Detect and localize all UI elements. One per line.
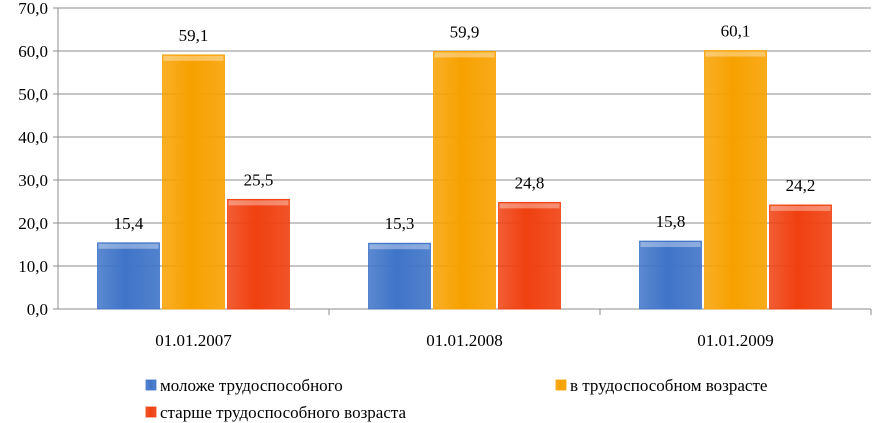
x-category-label: 01.01.2007 [155,331,232,350]
bar-highlight [163,55,224,61]
bar [639,240,702,310]
x-axis-categories: 01.01.2007 01.01.2008 01.01.2009 [155,331,774,350]
bar [97,242,160,310]
data-label: 25,5 [244,170,274,189]
bar [227,198,290,310]
y-tick-label: 20,0 [18,214,48,233]
legend-swatch [145,379,157,391]
data-label: 24,2 [786,176,816,195]
legend-swatch [145,406,157,418]
bar [704,50,767,310]
data-label: 24,8 [515,173,545,192]
x-category-label: 01.01.2008 [426,331,503,350]
bar-highlight [434,52,495,58]
legend-swatch [555,379,567,391]
y-tick-label: 0,0 [27,300,48,319]
bar [498,201,561,310]
y-tick-label: 10,0 [18,257,48,276]
legend-label: в трудоспособном возрасте [570,376,767,395]
legend-label: старше трудоспособного возраста [160,403,407,422]
data-labels: 15,4 59,1 25,5 15,3 59,9 24,8 15,8 60,1 24,2 [114,22,816,234]
data-label: 59,9 [450,22,480,41]
bar-highlight [369,244,430,250]
bar-highlight [770,205,831,211]
x-category-label: 01.01.2009 [697,331,774,350]
bar-highlight [705,51,766,57]
bars [97,50,832,310]
y-tick-label: 50,0 [18,85,48,104]
bar [433,51,496,310]
y-tick-label: 40,0 [18,128,48,147]
data-label: 60,1 [721,22,751,41]
data-label: 59,1 [179,26,209,45]
bar-highlight [640,242,701,248]
bar [769,204,832,310]
bar-highlight [499,203,560,209]
data-label: 15,3 [385,214,415,233]
bar-highlight [228,200,289,206]
data-label: 15,4 [114,214,144,233]
y-tick-label: 30,0 [18,171,48,190]
bar [368,242,431,310]
bar [162,54,225,310]
bar-highlight [98,243,159,249]
data-label: 15,8 [656,212,686,231]
y-axis-ticks: 0,0 10,0 20,0 30,0 40,0 50,0 60,0 70,0 [18,0,58,319]
y-tick-label: 70,0 [18,0,48,18]
y-tick-label: 60,0 [18,42,48,61]
legend: моложе трудоспособного в трудоспособном в… [145,376,767,422]
legend-label: моложе трудоспособного [160,376,343,395]
